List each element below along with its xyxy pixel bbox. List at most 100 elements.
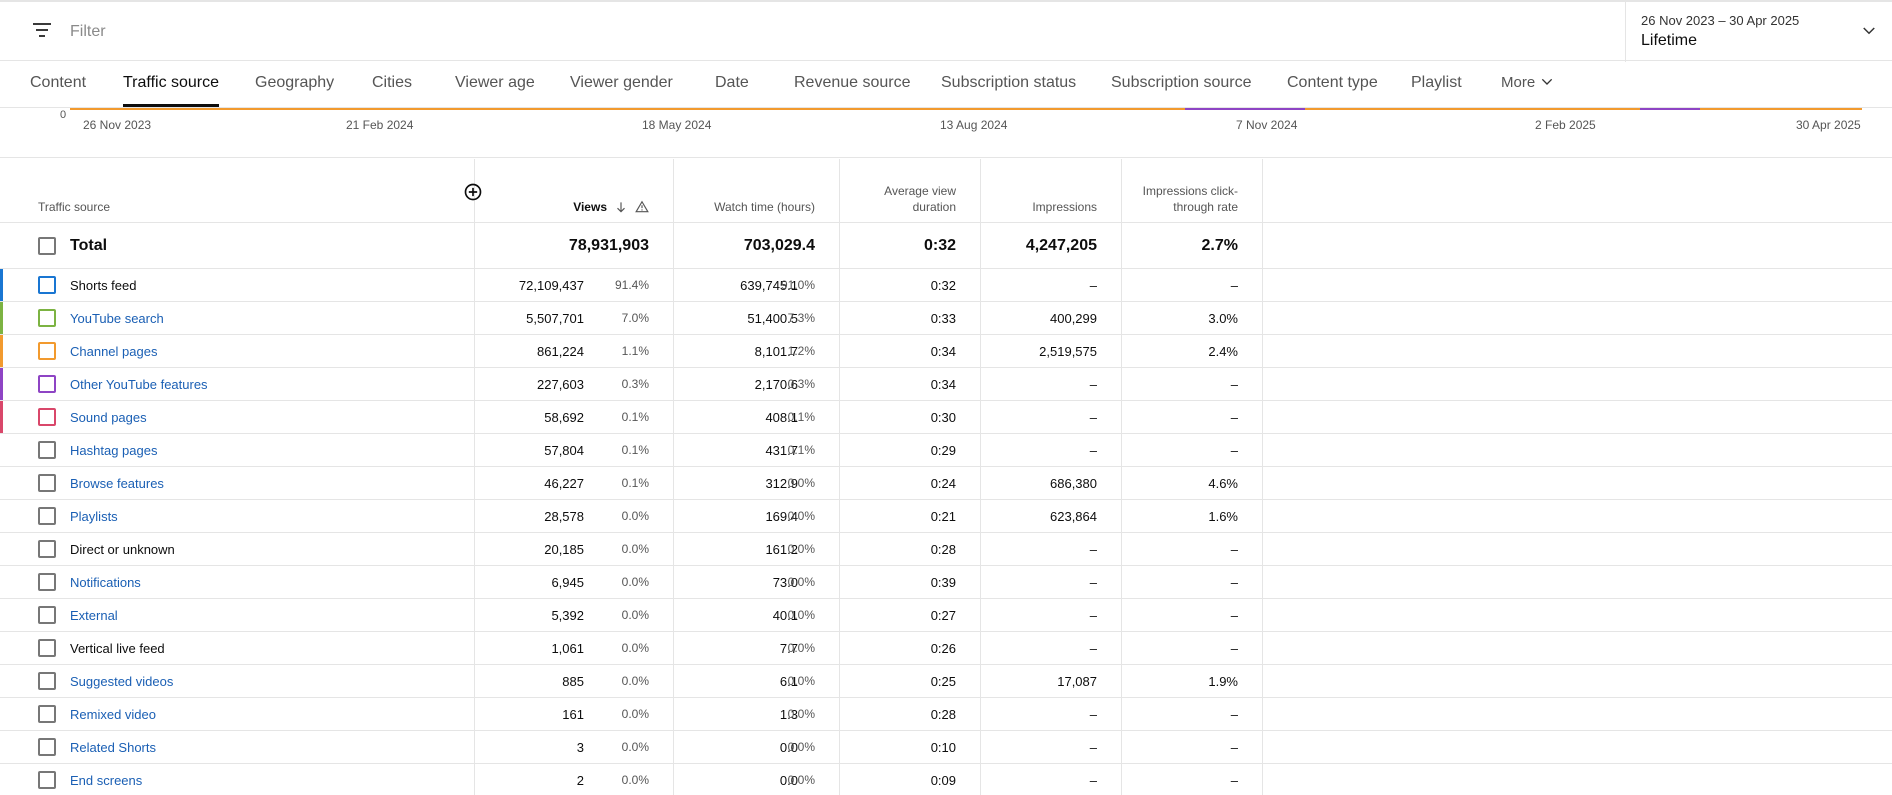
traffic-source-name[interactable]: Channel pages <box>70 343 158 359</box>
x-tick: 30 Apr 2025 <box>1796 118 1861 132</box>
x-tick: 13 Aug 2024 <box>940 118 1008 132</box>
dimension-tabs: Content Traffic source Geography Cities … <box>0 61 1892 108</box>
impressions-value: 17,087 <box>1057 673 1097 689</box>
column-header-watch-time[interactable]: Watch time (hours) <box>673 159 839 223</box>
column-header-impressions[interactable]: Impressions <box>980 159 1121 223</box>
avg-view-duration-value: 0:26 <box>930 640 956 656</box>
column-header-avg-view-duration[interactable]: Average view duration <box>839 159 980 223</box>
watch-time-value: 408.1 <box>765 409 798 425</box>
ctr-value: – <box>1230 607 1238 623</box>
row-checkbox[interactable] <box>38 474 56 492</box>
impressions-value: – <box>1089 772 1097 788</box>
views-value: 161 <box>562 706 584 722</box>
traffic-source-name[interactable]: Remixed video <box>70 706 156 722</box>
tab-label: Traffic source <box>123 74 220 91</box>
traffic-source-name[interactable]: Notifications <box>70 574 141 590</box>
series-color-bar <box>0 302 3 334</box>
tab-viewer-age[interactable]: Viewer age <box>455 61 535 107</box>
ctr-value: 1.6% <box>1208 508 1238 524</box>
row-checkbox[interactable] <box>38 606 56 624</box>
tab-more[interactable]: More <box>1501 61 1555 107</box>
traffic-source-name[interactable]: YouTube search <box>70 310 164 326</box>
traffic-source-name[interactable]: Playlists <box>70 508 118 524</box>
tab-playlist[interactable]: Playlist <box>1411 61 1462 107</box>
impressions-value: 686,380 <box>1050 475 1097 491</box>
tab-label: Content <box>30 74 87 91</box>
row-checkbox[interactable] <box>38 408 56 426</box>
traffic-source-name[interactable]: Browse features <box>70 475 164 491</box>
watch-time-percent: 0.0% <box>787 608 815 622</box>
row-checkbox[interactable] <box>38 441 56 459</box>
avg-view-duration-value: 0:33 <box>930 310 956 326</box>
traffic-source-name[interactable]: Sound pages <box>70 409 147 425</box>
row-checkbox[interactable] <box>38 771 56 789</box>
impressions-value: 400,299 <box>1050 310 1097 326</box>
watch-time-value: 161.2 <box>765 541 798 557</box>
traffic-source-name[interactable]: Suggested videos <box>70 673 174 689</box>
add-column-icon[interactable] <box>463 182 483 202</box>
row-checkbox[interactable] <box>38 507 56 525</box>
total-impressions: 4,247,205 <box>1025 236 1097 254</box>
avg-view-duration-value: 0:21 <box>930 508 956 524</box>
tab-geography[interactable]: Geography <box>255 61 334 107</box>
filter-input[interactable] <box>70 21 670 43</box>
tab-viewer-gender[interactable]: Viewer gender <box>570 61 673 107</box>
date-period-label: Lifetime <box>1641 32 1698 49</box>
tab-cities[interactable]: Cities <box>372 61 412 107</box>
row-checkbox[interactable] <box>38 573 56 591</box>
traffic-source-name[interactable]: Related Shorts <box>70 739 156 755</box>
traffic-source-name[interactable]: Hashtag pages <box>70 442 158 458</box>
table-row: Remixed video 161 0.0% 1.3 0.0% 0:28– – <box>0 698 1892 731</box>
tab-date[interactable]: Date <box>715 61 749 107</box>
row-checkbox[interactable] <box>38 540 56 558</box>
table-row: Vertical live feed 1,061 0.0% 7.7 0.0% 0:26– – <box>0 632 1892 665</box>
traffic-source-name[interactable]: End screens <box>70 772 143 788</box>
views-percent: 0.1% <box>621 476 649 490</box>
views-value: 20,185 <box>544 541 584 557</box>
views-value: 57,804 <box>544 442 584 458</box>
ctr-value: – <box>1230 706 1238 722</box>
row-checkbox[interactable] <box>38 342 56 360</box>
views-percent: 0.0% <box>621 707 649 721</box>
views-percent: 0.0% <box>621 740 649 754</box>
column-header-traffic-source[interactable]: Traffic source <box>38 159 438 223</box>
views-value: 3 <box>576 739 584 755</box>
ctr-value: 3.0% <box>1208 310 1238 326</box>
impressions-value: 623,864 <box>1050 508 1097 524</box>
row-checkbox[interactable] <box>38 375 56 393</box>
row-checkbox[interactable] <box>38 639 56 657</box>
x-tick: 7 Nov 2024 <box>1236 118 1298 132</box>
column-header-ctr[interactable]: Impressions click-through rate <box>1121 159 1262 223</box>
table-row: Notifications 6,945 0.0% 73.0 0.0% 0:39– – <box>0 566 1892 599</box>
series-color-bar <box>0 665 3 697</box>
date-range-picker[interactable]: 26 Nov 2023 – 30 Apr 2025 Lifetime <box>1625 2 1892 62</box>
tab-content-type[interactable]: Content type <box>1287 61 1378 107</box>
tab-revenue-source[interactable]: Revenue source <box>794 61 911 107</box>
tab-content[interactable]: Content <box>30 61 86 107</box>
tab-traffic-source[interactable]: Traffic source <box>123 61 220 107</box>
traffic-source-name[interactable]: External <box>70 607 118 623</box>
tab-label: Geography <box>255 74 335 91</box>
tab-subscription-source[interactable]: Subscription source <box>1111 61 1252 107</box>
watch-time-percent: 0.0% <box>787 575 815 589</box>
total-checkbox[interactable] <box>38 236 56 255</box>
traffic-source-name[interactable]: Other YouTube features <box>70 376 208 392</box>
watch-time-percent: 0.0% <box>787 641 815 655</box>
column-header-views[interactable]: Views <box>474 159 673 223</box>
series-color-bar <box>0 500 3 532</box>
avg-view-duration-value: 0:30 <box>930 409 956 425</box>
tab-subscription-status[interactable]: Subscription status <box>941 61 1076 107</box>
impressions-value: – <box>1089 376 1097 392</box>
row-checkbox[interactable] <box>38 276 56 294</box>
row-checkbox[interactable] <box>38 705 56 723</box>
views-percent: 0.3% <box>621 377 649 391</box>
impressions-value: – <box>1089 706 1097 722</box>
row-checkbox[interactable] <box>38 309 56 327</box>
table-row: Browse features 46,227 0.1% 312.9 0.0% 0:24 68… <box>0 467 1892 500</box>
row-checkbox[interactable] <box>38 738 56 756</box>
views-value: 227,603 <box>537 376 584 392</box>
row-checkbox[interactable] <box>38 672 56 690</box>
series-color-bar <box>0 335 3 367</box>
filter-bar: 26 Nov 2023 – 30 Apr 2025 Lifetime <box>0 0 1892 62</box>
filter-icon[interactable] <box>33 23 51 37</box>
